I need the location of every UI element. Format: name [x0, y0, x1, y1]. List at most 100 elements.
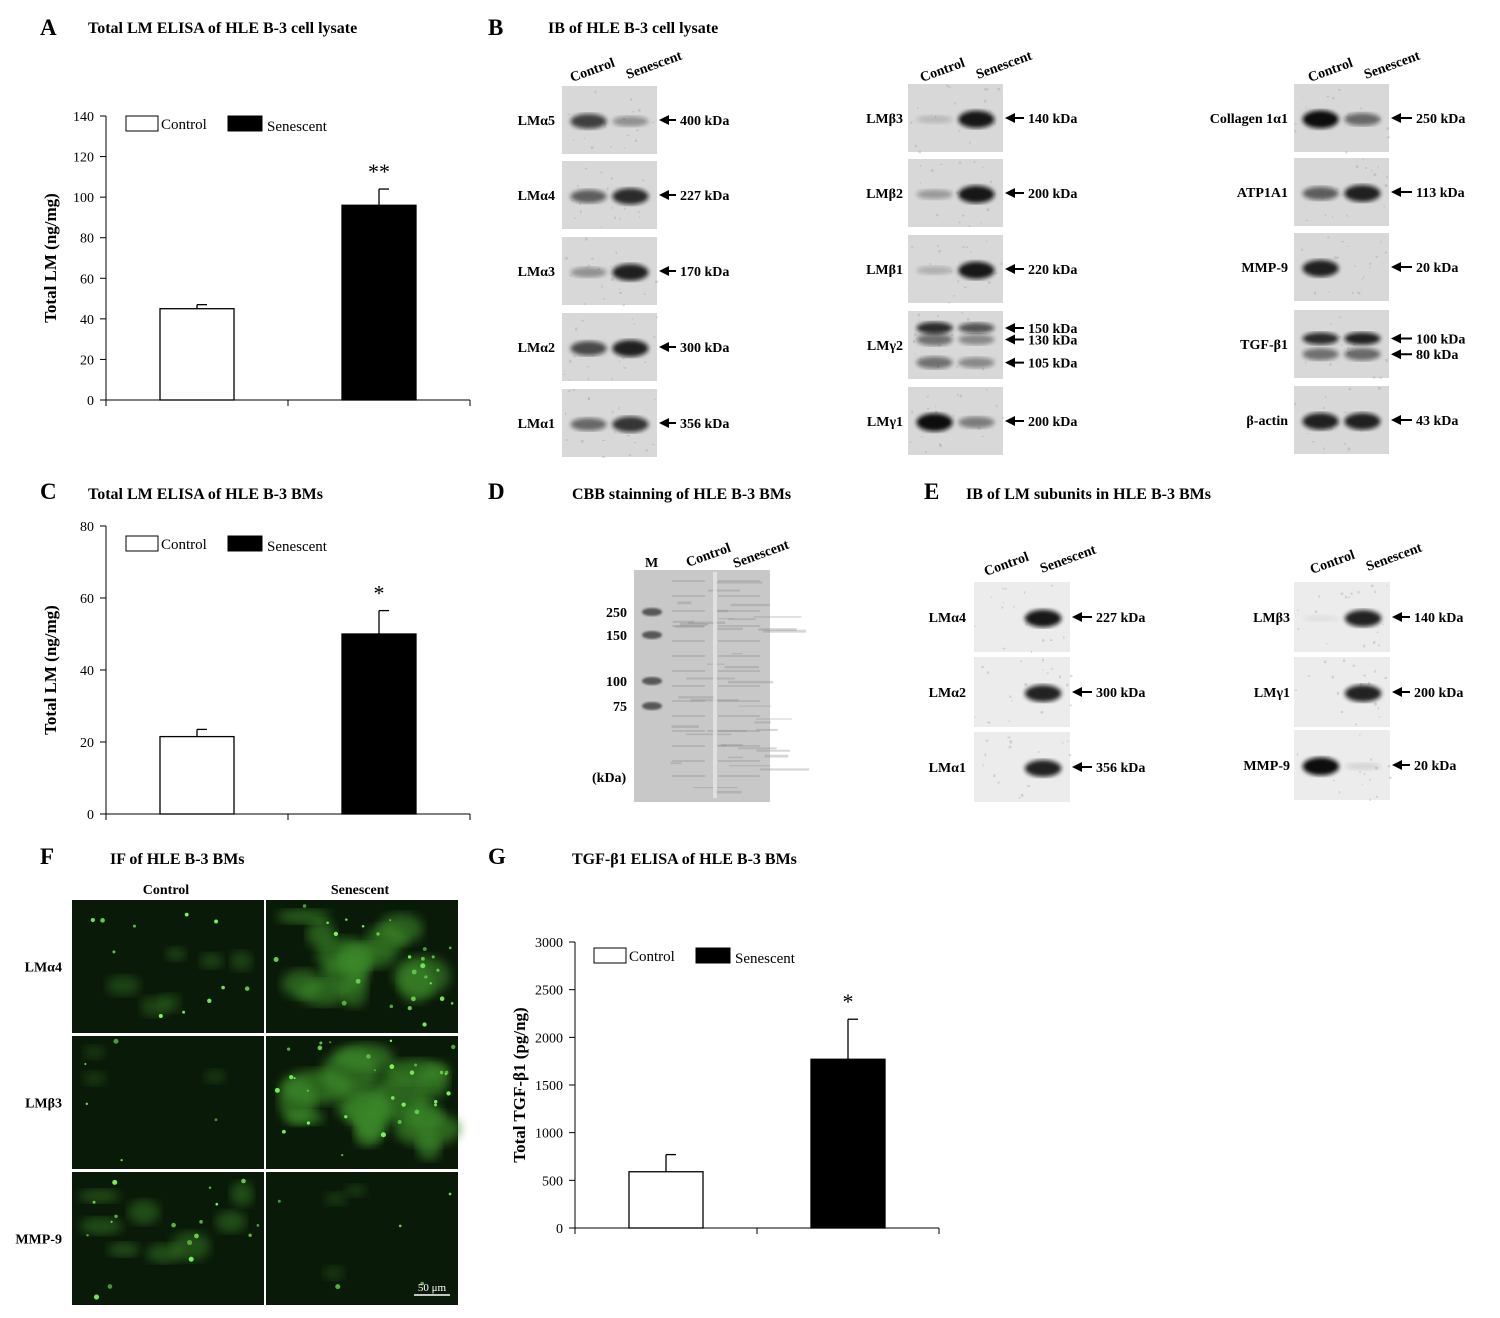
- gel-lane-band: [672, 730, 705, 732]
- gel-smear: [728, 680, 774, 684]
- blot-noise: [628, 454, 632, 457]
- gel-lane-band: [718, 685, 760, 687]
- e-protein-label: LMα1: [929, 761, 966, 776]
- b-kda-label: 105 kDa: [1028, 357, 1077, 372]
- gel-lane-band: [672, 715, 705, 717]
- b-kda-label: 400 kDa: [680, 114, 729, 129]
- blot-noise: [610, 177, 613, 180]
- b-protein-label: LMγ1: [867, 415, 903, 430]
- panel-letter-e: E: [924, 479, 939, 504]
- blot-noise: [938, 250, 942, 253]
- b-protein-label: LMα4: [518, 189, 555, 204]
- protein-band: [570, 418, 607, 431]
- protein-band: [612, 188, 649, 205]
- blot-noise: [581, 319, 584, 322]
- gel-smear: [756, 728, 778, 731]
- blot-noise: [1369, 262, 1372, 265]
- blot-noise: [587, 397, 590, 401]
- blot-noise: [622, 357, 625, 360]
- blot-noise: [588, 397, 591, 400]
- y-tick-label: 100: [73, 191, 94, 206]
- blot-noise: [1367, 681, 1371, 685]
- blot-noise: [934, 405, 937, 408]
- arrow-head: [659, 190, 669, 200]
- blot-noise: [980, 222, 982, 224]
- if-puncta: [286, 1047, 291, 1051]
- if-puncta: [414, 1063, 418, 1067]
- blot-noise: [984, 99, 987, 103]
- if-puncta: [450, 1002, 454, 1005]
- if-puncta: [112, 950, 116, 954]
- blot-noise: [1370, 584, 1374, 588]
- e-blot-row: LMγ1 200 kDa: [1254, 657, 1463, 727]
- if-signal: [106, 975, 140, 996]
- blot-noise: [984, 87, 988, 91]
- blot-noise: [579, 202, 581, 206]
- if-puncta: [355, 978, 361, 984]
- if-puncta: [389, 1064, 395, 1070]
- blot-noise: [1336, 187, 1339, 190]
- blot-noise: [1355, 165, 1359, 169]
- blot-noise: [986, 671, 990, 674]
- panel-title-f: IF of HLE B-3 BMs: [110, 851, 245, 868]
- protein-band: [612, 416, 649, 433]
- blot-noise: [1297, 609, 1299, 611]
- blot-noise: [1374, 702, 1377, 706]
- e-kda-label: 20 kDa: [1414, 759, 1456, 774]
- if-puncta: [293, 1077, 296, 1080]
- if-puncta: [158, 1013, 163, 1019]
- blot-noise: [1324, 214, 1327, 216]
- blot-noise: [565, 412, 567, 416]
- blot-noise: [1361, 278, 1364, 280]
- blot-noise: [937, 245, 939, 248]
- if-puncta: [188, 1256, 194, 1262]
- blot-noise: [633, 442, 637, 444]
- gel-lane-band: [718, 640, 760, 642]
- blot-noise: [997, 88, 1001, 91]
- blot-noise: [652, 443, 655, 446]
- blot-noise: [958, 161, 962, 164]
- gel-lane-band: [718, 730, 760, 732]
- if-signal: [416, 1132, 441, 1160]
- if-puncta: [333, 931, 339, 937]
- blot-noise: [963, 286, 967, 288]
- gel-lane-band: [718, 580, 760, 582]
- e-protein-label: LMα4: [929, 611, 966, 626]
- protein-band: [916, 413, 953, 432]
- gel-smear: [758, 628, 797, 631]
- blot-noise: [940, 163, 943, 166]
- blot-noise: [630, 98, 632, 101]
- if-puncta: [110, 1220, 113, 1223]
- gel-smear: [678, 696, 715, 699]
- blot-noise: [1336, 691, 1340, 695]
- if-puncta: [389, 919, 392, 922]
- protein-band: [1302, 186, 1339, 200]
- if-row-label: LMβ3: [25, 1097, 62, 1112]
- blot-noise: [919, 165, 922, 167]
- blot-noise: [1376, 631, 1379, 634]
- blot-noise: [981, 665, 984, 669]
- b-kda-label: 227 kDa: [680, 189, 729, 204]
- blot-noise: [1377, 387, 1381, 390]
- blot-noise: [1024, 683, 1028, 687]
- blot-noise: [1370, 758, 1372, 761]
- blot-noise: [1001, 606, 1004, 609]
- blot-noise: [1378, 644, 1381, 647]
- if-puncta: [429, 982, 432, 985]
- protein-band: [1344, 412, 1381, 430]
- if-row-label: MMP-9: [15, 1233, 62, 1248]
- b-blot-row: ATP1A1 113 kDa: [1237, 158, 1465, 226]
- blot-noise: [623, 207, 626, 210]
- e-kda-label: 140 kDa: [1414, 611, 1463, 626]
- if-puncta: [184, 912, 189, 917]
- blot-noise: [1386, 127, 1389, 130]
- blot-noise: [587, 377, 590, 381]
- arrow-head: [1005, 113, 1015, 123]
- blot-noise: [1348, 388, 1352, 391]
- gel-lane-band: [718, 595, 760, 597]
- blot-noise: [1066, 740, 1069, 742]
